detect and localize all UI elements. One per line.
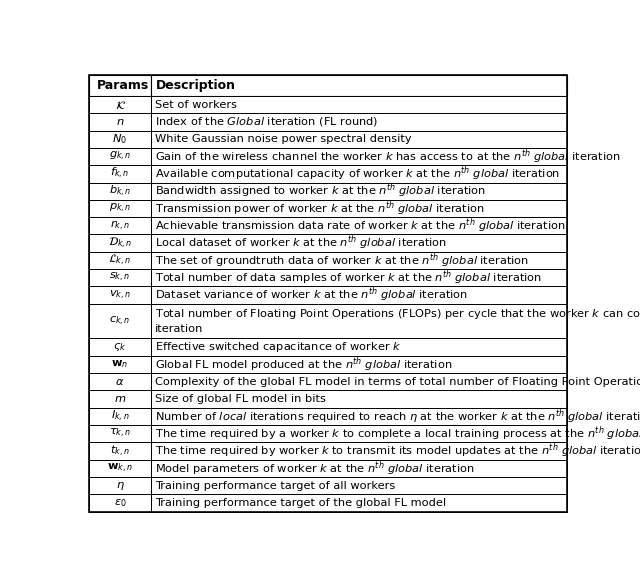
Bar (151, 148, 567, 165)
Text: $r_{k,n}$: $r_{k,n}$ (110, 219, 130, 233)
Bar (89, 339, 151, 356)
Text: $\epsilon_0$: $\epsilon_0$ (114, 497, 126, 509)
Bar (89, 269, 151, 286)
Text: Params: Params (97, 79, 148, 92)
Text: Global FL model produced at the $n^{th}$ $\mathit{global}$ iteration: Global FL model produced at the $n^{th}$… (155, 355, 452, 374)
Bar (89, 425, 151, 442)
Text: Training performance target of all workers: Training performance target of all worke… (155, 480, 396, 491)
Text: $\mathbf{w}_n$: $\mathbf{w}_n$ (111, 358, 129, 370)
Text: $\mathcal{K}$: $\mathcal{K}$ (115, 99, 125, 110)
Text: $m$: $m$ (114, 394, 126, 404)
Text: Effective switched capacitance of worker $k$: Effective switched capacitance of worker… (155, 340, 401, 354)
Bar (89, 96, 151, 113)
Bar (151, 390, 567, 408)
Text: Size of global FL model in bits: Size of global FL model in bits (155, 394, 326, 404)
Bar (151, 252, 567, 269)
Text: Model parameters of worker $k$ at the $n^{th}$ $\mathit{global}$ iteration: Model parameters of worker $k$ at the $n… (155, 459, 474, 478)
Bar (89, 113, 151, 131)
Bar (151, 408, 567, 425)
Bar (151, 356, 567, 373)
Bar (89, 235, 151, 252)
Text: $\tau_{k,n}$: $\tau_{k,n}$ (109, 427, 131, 440)
Text: $N_0$: $N_0$ (113, 132, 127, 146)
Bar (89, 217, 151, 235)
Bar (151, 235, 567, 252)
Text: $I_{k,n}$: $I_{k,n}$ (111, 409, 129, 424)
Bar (89, 252, 151, 269)
Bar (151, 182, 567, 200)
Text: Set of workers: Set of workers (155, 99, 237, 110)
Bar (89, 442, 151, 460)
Text: $\mathcal{D}_{k,n}$: $\mathcal{D}_{k,n}$ (108, 236, 132, 251)
Text: Dataset variance of worker $k$ at the $n^{th}$ $\mathit{global}$ iteration: Dataset variance of worker $k$ at the $n… (155, 286, 468, 304)
Bar (151, 477, 567, 494)
Bar (89, 75, 151, 96)
Text: Transmission power of worker $k$ at the $n^{th}$ $\mathit{global}$ iteration: Transmission power of worker $k$ at the … (155, 199, 484, 218)
Text: Number of $\mathit{local}$ iterations required to reach $\eta$ at the worker $k$: Number of $\mathit{local}$ iterations re… (155, 407, 640, 426)
Text: $g_{k,n}$: $g_{k,n}$ (109, 150, 131, 163)
Bar (89, 200, 151, 217)
Bar (151, 165, 567, 182)
Bar (151, 217, 567, 235)
Text: Total number of data samples of worker $k$ at the $n^{th}$ $\mathit{global}$ ite: Total number of data samples of worker $… (155, 268, 542, 287)
Bar (89, 182, 151, 200)
Text: Achievable transmission data rate of worker $k$ at the $n^{th}$ $\mathit{global}: Achievable transmission data rate of wor… (155, 217, 566, 235)
Text: $c_{k,n}$: $c_{k,n}$ (109, 314, 131, 328)
Bar (151, 442, 567, 460)
Bar (89, 494, 151, 512)
Bar (151, 339, 567, 356)
Bar (89, 286, 151, 304)
Text: $f_{k,n}$: $f_{k,n}$ (110, 166, 130, 181)
Text: $\alpha$: $\alpha$ (115, 376, 125, 387)
Text: $v_{k,n}$: $v_{k,n}$ (109, 289, 131, 302)
Text: Available computational capacity of worker $k$ at the $n^{th}$ $\mathit{global}$: Available computational capacity of work… (155, 164, 560, 183)
Bar (151, 373, 567, 390)
Text: $b_{k,n}$: $b_{k,n}$ (109, 184, 131, 199)
Text: iteration: iteration (155, 324, 204, 333)
Text: Gain of the wireless channel the worker $k$ has access to at the $n^{th}$ $\math: Gain of the wireless channel the worker … (155, 147, 621, 166)
Bar (151, 75, 567, 96)
Text: $\mathbf{w}_{k,n}$: $\mathbf{w}_{k,n}$ (107, 462, 133, 475)
Bar (89, 390, 151, 408)
Bar (89, 373, 151, 390)
Text: $s_{k,n}$: $s_{k,n}$ (109, 271, 131, 284)
Bar (89, 304, 151, 339)
Text: $\mathcal{L}_{k,n}$: $\mathcal{L}_{k,n}$ (108, 253, 132, 268)
Text: The time required by a worker $k$ to complete a local training process at the $n: The time required by a worker $k$ to com… (155, 425, 640, 443)
Text: The set of groundtruth data of worker $k$ at the $n^{th}$ $\mathit{global}$ iter: The set of groundtruth data of worker $k… (155, 251, 529, 270)
Text: Description: Description (156, 79, 236, 92)
Bar (151, 200, 567, 217)
Bar (151, 96, 567, 113)
Bar (151, 131, 567, 148)
Bar (89, 477, 151, 494)
Bar (89, 408, 151, 425)
Bar (89, 148, 151, 165)
Text: $n$: $n$ (116, 117, 124, 127)
Bar (89, 165, 151, 182)
Text: $\eta$: $\eta$ (116, 480, 124, 492)
Text: $p_{k,n}$: $p_{k,n}$ (109, 202, 131, 215)
Bar (151, 460, 567, 477)
Text: $\varsigma_k$: $\varsigma_k$ (113, 341, 127, 353)
Text: White Gaussian noise power spectral density: White Gaussian noise power spectral dens… (155, 134, 412, 144)
Text: Total number of Floating Point Operations (FLOPs) per cycle that the worker $k$ : Total number of Floating Point Operation… (155, 304, 640, 323)
Bar (151, 113, 567, 131)
Bar (89, 356, 151, 373)
Text: Local dataset of worker $k$ at the $n^{th}$ $\mathit{global}$ iteration: Local dataset of worker $k$ at the $n^{t… (155, 234, 447, 253)
Text: Complexity of the global FL model in terms of total number of Floating Point Ope: Complexity of the global FL model in ter… (155, 376, 640, 387)
Text: The time required by worker $k$ to transmit its model updates at the $n^{th}$ $\: The time required by worker $k$ to trans… (155, 442, 640, 460)
Text: Training performance target of the global FL model: Training performance target of the globa… (155, 498, 446, 508)
Bar (89, 131, 151, 148)
Text: Index of the $\mathit{Global}$ iteration (FL round): Index of the $\mathit{Global}$ iteration… (155, 116, 378, 128)
Bar (151, 494, 567, 512)
Bar (151, 269, 567, 286)
Bar (151, 286, 567, 304)
Text: Bandwidth assigned to worker $k$ at the $n^{th}$ $\mathit{global}$ iteration: Bandwidth assigned to worker $k$ at the … (155, 182, 486, 200)
Bar (151, 304, 567, 339)
Bar (89, 460, 151, 477)
Bar (151, 425, 567, 442)
Text: $t_{k,n}$: $t_{k,n}$ (110, 443, 130, 458)
